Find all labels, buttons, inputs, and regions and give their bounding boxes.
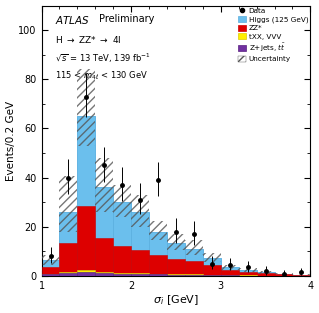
Y-axis label: Events/0.2 GeV: Events/0.2 GeV xyxy=(5,101,16,181)
Bar xyxy=(59,212,78,276)
Bar xyxy=(293,275,310,276)
Bar xyxy=(221,275,239,276)
Bar xyxy=(185,275,203,276)
Bar xyxy=(149,255,167,274)
Bar xyxy=(293,274,310,275)
Bar xyxy=(256,272,275,276)
Bar xyxy=(167,243,185,276)
Legend: Data, Higgs (125 GeV), ZZ*, tXX, VVV, Z+jets, $t\bar{t}$, Uncertainty: Data, Higgs (125 GeV), ZZ*, tXX, VVV, Z+… xyxy=(237,7,309,63)
Bar xyxy=(167,275,185,276)
Bar xyxy=(167,274,185,275)
Bar xyxy=(239,268,256,272)
Bar xyxy=(275,274,293,276)
Bar xyxy=(221,265,239,270)
Bar xyxy=(203,275,221,276)
Bar xyxy=(59,273,78,276)
Bar xyxy=(131,212,149,276)
Bar xyxy=(203,253,221,263)
X-axis label: $\sigma_{i}$ [GeV]: $\sigma_{i}$ [GeV] xyxy=(153,294,199,307)
Bar xyxy=(95,272,113,273)
Bar xyxy=(131,195,149,227)
Bar xyxy=(41,255,59,265)
Bar xyxy=(113,202,131,276)
Bar xyxy=(239,270,256,276)
Bar xyxy=(203,258,221,276)
Bar xyxy=(239,275,256,276)
Bar xyxy=(275,273,293,274)
Bar xyxy=(113,202,131,276)
Bar xyxy=(221,270,239,275)
Bar xyxy=(41,260,59,276)
Bar xyxy=(239,270,256,276)
Bar xyxy=(185,261,203,274)
Bar xyxy=(167,234,185,250)
Bar xyxy=(95,187,113,276)
Bar xyxy=(203,258,221,276)
Bar xyxy=(131,273,149,274)
Bar xyxy=(113,273,131,274)
Bar xyxy=(41,267,59,274)
Bar xyxy=(275,274,293,276)
Bar xyxy=(78,69,95,146)
Bar xyxy=(293,275,310,276)
Bar xyxy=(221,267,239,276)
Bar xyxy=(167,259,185,274)
Bar xyxy=(113,185,131,217)
Bar xyxy=(185,274,203,275)
Bar xyxy=(131,249,149,273)
Bar xyxy=(113,246,131,273)
Bar xyxy=(149,274,167,276)
Bar xyxy=(59,177,78,232)
Text: Preliminary: Preliminary xyxy=(99,14,155,24)
Bar xyxy=(149,221,167,240)
Text: $\sqrt{s}$ = 13 TeV, 139 fb$^{-1}$: $\sqrt{s}$ = 13 TeV, 139 fb$^{-1}$ xyxy=(55,52,151,65)
Bar xyxy=(239,272,256,275)
Bar xyxy=(59,272,78,273)
Bar xyxy=(256,272,275,276)
Bar xyxy=(78,270,95,272)
Bar xyxy=(95,158,113,212)
Bar xyxy=(256,273,275,275)
Bar xyxy=(149,232,167,276)
Text: $\bf{\mathit{ATLAS}}$: $\bf{\mathit{ATLAS}}$ xyxy=(55,14,90,26)
Bar xyxy=(95,187,113,276)
Bar xyxy=(167,243,185,276)
Bar xyxy=(293,275,310,276)
Bar xyxy=(221,267,239,276)
Text: H $\rightarrow$ ZZ* $\rightarrow$ 4l: H $\rightarrow$ ZZ* $\rightarrow$ 4l xyxy=(55,34,122,45)
Bar xyxy=(78,116,95,276)
Bar xyxy=(185,249,203,276)
Bar xyxy=(185,249,203,276)
Bar xyxy=(113,274,131,276)
Bar xyxy=(256,271,275,274)
Bar xyxy=(78,116,95,276)
Bar xyxy=(59,243,78,272)
Bar xyxy=(185,240,203,255)
Bar xyxy=(41,274,59,276)
Bar xyxy=(41,260,59,276)
Bar xyxy=(95,273,113,276)
Bar xyxy=(59,212,78,276)
Text: 115 < $m_{4\ell}$ < 130 GeV: 115 < $m_{4\ell}$ < 130 GeV xyxy=(55,69,148,82)
Bar xyxy=(131,274,149,276)
Bar xyxy=(149,232,167,276)
Bar xyxy=(131,212,149,276)
Bar xyxy=(95,238,113,272)
Bar xyxy=(275,274,293,276)
Bar xyxy=(78,272,95,276)
Bar xyxy=(203,265,221,275)
Bar xyxy=(78,206,95,270)
